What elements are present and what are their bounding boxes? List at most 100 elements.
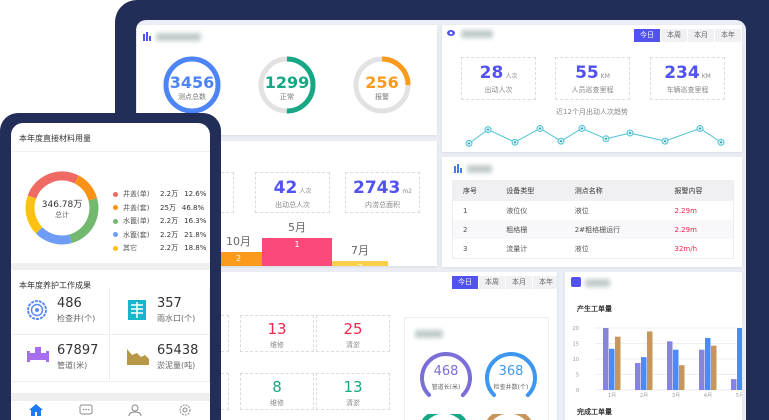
legend-dot [113,245,118,251]
legend-item: 井盖(套) 25万 46.8% [113,203,204,213]
maintenance-stat-box: 13 维修 [240,315,314,352]
legend-dot [113,218,118,224]
x-tick-label: 2月 [640,393,648,397]
ring-value: 3456 [169,73,215,92]
bar-chart-icon [454,164,462,173]
ring-label: 正常 [280,93,294,101]
tab-3[interactable]: 本年 [715,29,741,42]
donut-slice [25,171,99,245]
tab-2[interactable]: 本月 [688,29,714,42]
legend-item: 井盖(单) 2.2万 12.6% [113,189,206,199]
column-header: 报警内容 [664,181,733,201]
y-tick-label: 10 [573,357,579,363]
card-title-blurred [415,330,443,338]
tab-1[interactable]: 本周 [661,29,687,42]
ring-gauge-arc [258,56,316,114]
legend-item: 水篦(单) 2.2万 16.3% [113,216,206,226]
podium-bar: 2 [215,252,262,266]
tab-2[interactable]: 本月 [506,276,532,289]
column-header: 测点名称 [564,181,665,201]
tab-0[interactable]: 今日 [452,276,478,289]
podium-month: 5月 [288,221,306,234]
table-cell: 液位 [574,206,589,215]
bar [673,349,679,390]
podium-month: 7月 [351,244,369,257]
alarm-table: 序号 设备类型 测点名称 报警内容 1 液位仪 液位 2.29m 2 粗格栅 2#粗格栅运行 2.29… [453,181,733,258]
table-cell: 液位仪 [506,206,528,215]
legend-dot [113,191,118,197]
table-row[interactable]: 1 液位仪 液位 2.29m [453,201,733,220]
panel-title-blurred [585,279,610,287]
patrol-stat-box: 28 人次 出动人次 [461,57,536,100]
bar [635,363,641,390]
y-tick-label: 0 [576,388,579,394]
work-order-bar-chart: 0 5 10 15 20 1月 2月 3月 4月 5月 [573,326,742,397]
stat-cell: 486 检查井(个) [11,288,110,335]
home-icon[interactable] [26,401,46,420]
ring-gauge-arc [353,56,411,114]
message-icon[interactable] [76,401,96,420]
legend-dot [113,205,118,210]
bottom-nav [11,400,210,420]
tab-3[interactable]: 本年 [533,276,557,289]
x-tick-label: 3月 [672,393,680,397]
ring-value: 1299 [264,73,310,92]
bar [641,357,647,390]
stat-cell: 357 雨水口(个) [111,288,210,335]
ring-gauge: 256 报警 [352,55,412,115]
patrol-stat-box: 234 KM 车辆巡查里程 [650,57,725,100]
bar [705,337,711,390]
podium-bar: 1 [262,238,332,266]
y-tick-label: 20 [573,326,579,332]
tab-0[interactable]: 今日 [634,29,660,42]
ring-label: 报警 [375,93,389,101]
trend-title: 近12个月出动人次趋势 [556,108,628,116]
x-tick-label: 5月 [736,393,742,397]
eye-icon [447,30,455,36]
ring-gauge: 1299 正常 [257,55,317,115]
donut-slice [25,171,99,245]
bar [615,336,621,390]
gauge-partial-row [422,414,531,420]
x-tick-label: 4月 [704,393,712,397]
table-cell: 2.29m [674,206,697,215]
user-icon[interactable] [125,401,145,420]
legend-dot [113,232,118,237]
work-order-panel: 产生工单量 0 5 10 15 20 1月 2月 3月 4月 5月 完成工单量 [565,272,742,420]
bar [647,331,653,390]
panel-title-blurred [156,33,201,41]
table-row[interactable]: 2 粗格栅 2#粗格栅运行 2.29m [453,220,733,239]
podium-bar: 3 [332,261,388,266]
phone-screen: 本年度直接材料用量 346.78万 总计 井盖(单) 2.2万 12.6% 井盖(套… [11,123,210,420]
table-cell: 粗格栅 [496,220,565,239]
stat-cell: 67897 管道(米) [11,335,110,382]
gauge: 368 检查井数(个) [484,351,538,405]
period-tabs: 今日 本周 本月 本年 [633,29,741,42]
donut-total-label: 总计 [55,211,69,219]
bar [737,328,742,390]
gauge: 468 管道长(米) [419,351,473,405]
dredge-results-card: 468 管道长(米) 368 检查井数(个) [404,317,549,420]
maintenance-stat-box: 13 清淤 [316,373,390,410]
patrol-stat-box: 55 KM 人员巡查里程 [555,57,630,100]
table-row[interactable]: 3 流量计 液位 32m/h [453,239,733,258]
trend-line [468,127,722,144]
table-cell: 2 [453,220,497,239]
maintenance-panel: 今日 本周 本月 本年 13 维修 25 清淤 8 维修 13 清淤 468 管道长(… [215,272,557,420]
table-cell: 2#粗格栅运行 [564,220,665,239]
settings-icon[interactable] [175,401,195,420]
tab-1[interactable]: 本周 [479,276,505,289]
legend-item: 其它 2.2万 18.8% [113,243,206,253]
table-cell: 3 [463,244,468,253]
y-tick-label: 5 [576,373,579,379]
bar [609,348,615,390]
podium-month: 10月 [226,235,251,248]
x-tick-label: 1月 [608,393,616,397]
chart-title-completed: 完成工单量 [577,408,612,416]
trend-line-chart [465,124,725,147]
stat-box-dispatch: 42 人次 出动总人次 [255,172,330,213]
bar [699,349,705,390]
network-realtime-panel: 3456 测点总数 1299 正常 256 报警 [137,25,437,135]
y-tick-label: 15 [573,342,579,348]
maintenance-results-title: 本年度养护工作成果 [19,281,91,290]
